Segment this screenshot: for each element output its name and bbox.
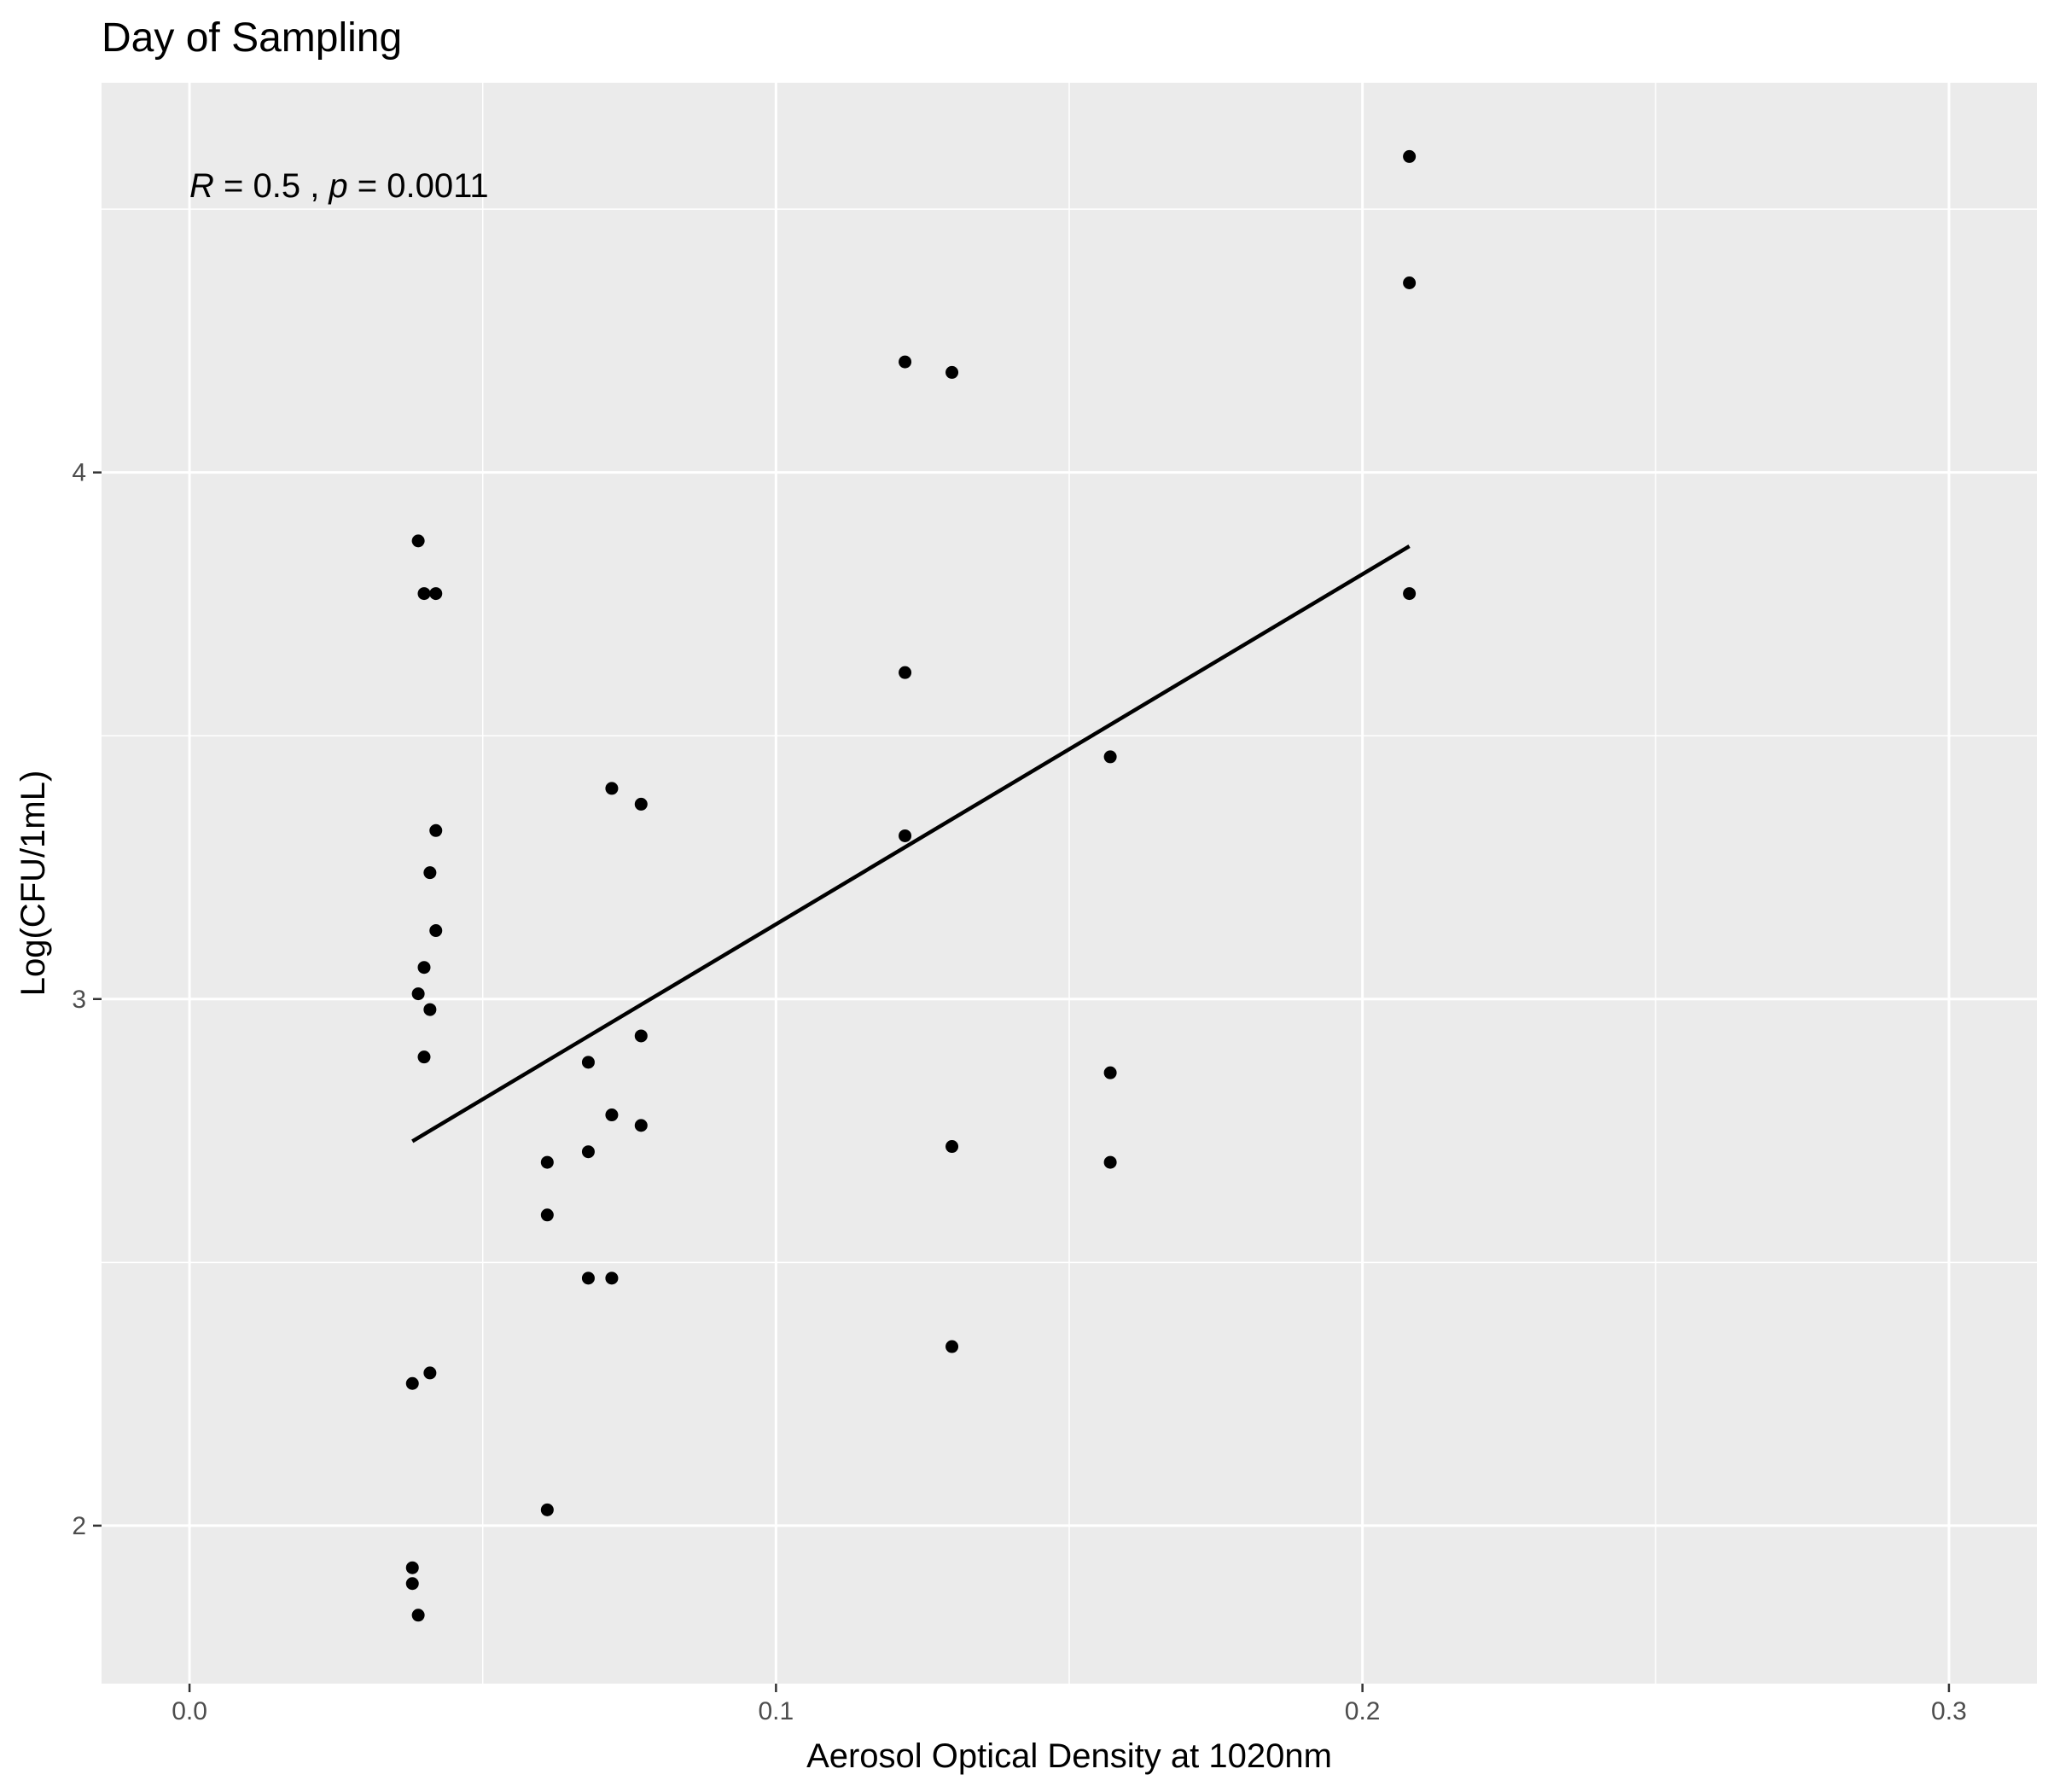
grid-minor-lines (102, 83, 2037, 1684)
correlation-annotation: R = 0.5 , p = 0.0011 (189, 167, 489, 205)
regression-line (411, 544, 1411, 1143)
data-point (1403, 276, 1417, 289)
y-axis: 2 3 4 (72, 459, 102, 1540)
data-point (945, 1140, 959, 1154)
data-point (405, 1561, 419, 1574)
x-tick-label: 0.1 (759, 1697, 794, 1725)
data-point (899, 829, 912, 842)
data-point (1103, 1066, 1117, 1079)
y-tick-label: 3 (72, 986, 86, 1014)
x-axis: 0.0 0.1 0.2 0.3 (172, 1684, 1967, 1725)
data-point (899, 666, 912, 679)
p-symbol: p (328, 167, 347, 205)
data-point (945, 1340, 959, 1353)
data-point (605, 1271, 619, 1285)
data-point (1403, 587, 1417, 601)
x-tick-label: 0.3 (1931, 1697, 1967, 1725)
data-point (429, 587, 443, 601)
y-tick-label: 4 (72, 459, 86, 487)
x-axis-title: Aerosol Optical Density at 1020nm (806, 1737, 1332, 1775)
data-point (417, 1050, 431, 1064)
data-point (581, 1145, 595, 1159)
data-points-group (405, 149, 1417, 1622)
data-point (423, 1003, 437, 1016)
data-point (1103, 750, 1117, 764)
data-point (405, 1376, 419, 1390)
data-point (411, 534, 425, 548)
data-point (540, 1208, 554, 1222)
data-point (417, 961, 431, 975)
data-point (899, 355, 912, 369)
data-point (634, 1119, 648, 1132)
data-point (540, 1155, 554, 1169)
x-tick-label: 0.0 (172, 1697, 207, 1725)
y-tick-label: 2 (72, 1512, 86, 1540)
fit-line-group (411, 544, 1411, 1143)
data-point (945, 365, 959, 379)
grid-major-lines (102, 83, 2037, 1684)
data-point (423, 1366, 437, 1380)
y-axis-title: Log(CFU/1mL) (15, 771, 52, 997)
data-point (581, 1271, 595, 1285)
r-symbol: R (189, 167, 214, 205)
chart-title: Day of Sampling (102, 15, 402, 61)
data-point (429, 823, 443, 837)
data-point (405, 1577, 419, 1591)
data-point (411, 1609, 425, 1622)
data-point (581, 1056, 595, 1069)
data-point (411, 987, 425, 1001)
data-point (429, 924, 443, 938)
data-point (634, 797, 648, 811)
data-point (605, 782, 619, 795)
data-point (1403, 149, 1417, 163)
p-value-text: = 0.0011 (348, 167, 489, 205)
data-point (417, 587, 431, 601)
data-point (1103, 1155, 1117, 1169)
data-point (605, 1108, 619, 1122)
data-point (540, 1503, 554, 1516)
data-point (423, 866, 437, 880)
r-value-text: = 0.5 , (214, 167, 329, 205)
data-point (634, 1029, 648, 1043)
x-tick-label: 0.2 (1345, 1697, 1381, 1725)
